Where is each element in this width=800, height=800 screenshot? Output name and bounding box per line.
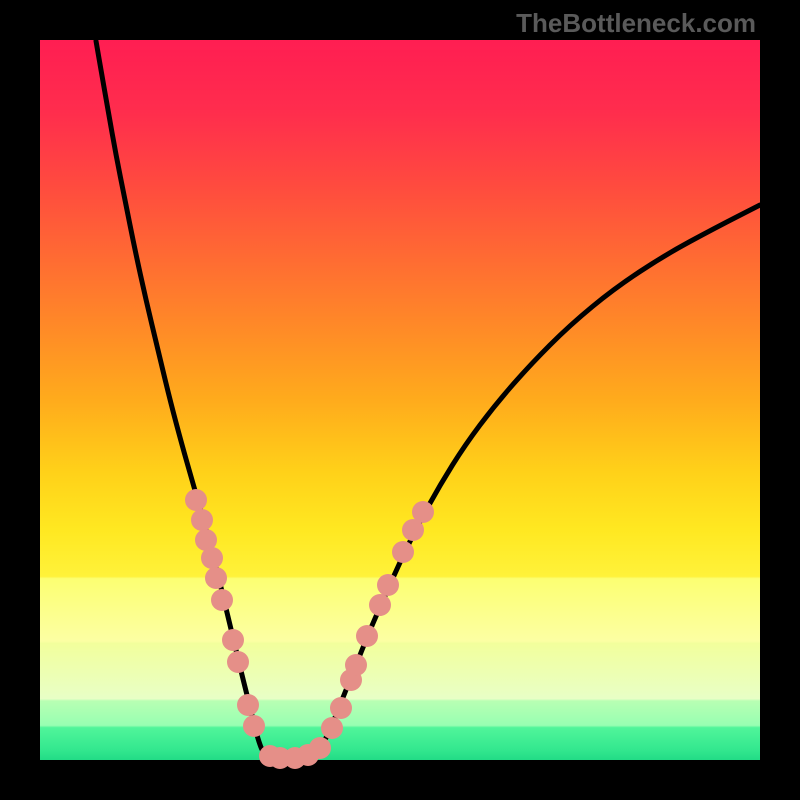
data-marker	[412, 501, 434, 523]
data-marker	[377, 574, 399, 596]
data-marker	[201, 547, 223, 569]
chart-container: TheBottleneck.com	[0, 0, 800, 800]
data-marker	[227, 651, 249, 673]
data-marker	[345, 654, 367, 676]
watermark-text: TheBottleneck.com	[516, 8, 756, 39]
data-marker	[185, 489, 207, 511]
data-marker	[321, 717, 343, 739]
performance-curve	[96, 41, 760, 759]
data-marker	[237, 694, 259, 716]
data-marker	[309, 737, 331, 759]
data-marker	[330, 697, 352, 719]
data-marker	[205, 567, 227, 589]
data-marker	[191, 509, 213, 531]
data-marker	[356, 625, 378, 647]
data-marker	[369, 594, 391, 616]
curve-overlay	[0, 0, 800, 800]
data-marker	[392, 541, 414, 563]
data-marker	[222, 629, 244, 651]
data-marker	[211, 589, 233, 611]
data-marker	[243, 715, 265, 737]
